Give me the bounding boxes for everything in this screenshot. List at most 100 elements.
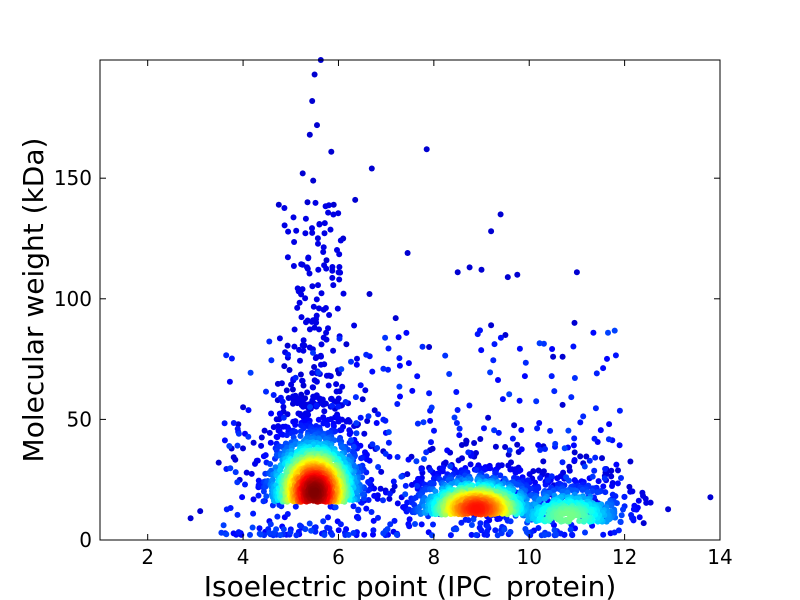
scatter-point — [600, 365, 607, 372]
scatter-point — [354, 355, 360, 362]
scatter-point — [276, 335, 283, 342]
scatter-point — [568, 394, 575, 401]
scatter-point — [268, 357, 275, 364]
scatter-point — [274, 513, 281, 520]
scatter-point — [514, 441, 521, 448]
scatter-point — [494, 532, 501, 539]
scatter-point — [394, 401, 401, 407]
scatter-point — [579, 487, 586, 493]
scatter-point — [368, 509, 375, 515]
data-points — [187, 57, 714, 539]
scatter-point — [313, 354, 320, 361]
scatter-point — [250, 439, 257, 446]
scatter-point — [382, 334, 389, 341]
scatter-point — [554, 475, 561, 482]
scatter-point — [497, 334, 504, 341]
scatter-point — [339, 383, 346, 390]
scatter-point — [336, 264, 343, 270]
scatter-point — [406, 516, 413, 523]
scatter-point — [266, 338, 273, 345]
scatter-point — [314, 235, 321, 242]
scatter-point — [604, 355, 610, 362]
scatter-point — [269, 476, 276, 483]
scatter-point — [593, 370, 600, 377]
scatter-point — [636, 514, 643, 521]
scatter-point — [329, 274, 336, 281]
scatter-point — [321, 532, 328, 538]
scatter-point — [608, 473, 615, 480]
scatter-point — [323, 257, 330, 264]
scatter-point — [516, 345, 523, 352]
scatter-point — [256, 525, 263, 532]
scatter-point — [276, 410, 283, 417]
scatter-point — [507, 529, 514, 536]
scatter-point — [298, 314, 305, 321]
scatter-point — [615, 467, 621, 474]
scatter-point — [404, 250, 411, 256]
scatter-point — [456, 425, 463, 432]
scatter-point — [311, 71, 318, 78]
scatter-point — [576, 518, 583, 524]
scatter-point — [495, 429, 502, 436]
scatter-point — [226, 378, 233, 385]
scatter-point — [290, 214, 297, 221]
scatter-point — [418, 466, 425, 473]
scatter-point — [643, 499, 650, 506]
scatter-point — [350, 503, 357, 510]
scatter-point — [234, 442, 241, 449]
plot-frame — [99, 59, 721, 541]
scatter-point — [308, 527, 315, 534]
scatter-point — [373, 420, 380, 426]
scatter-point — [262, 452, 269, 459]
scatter-point — [391, 517, 398, 524]
scatter-point — [516, 397, 523, 404]
scatter-point — [333, 381, 340, 388]
scatter-point — [227, 465, 234, 472]
scatter-point — [548, 373, 555, 380]
scatter-point — [309, 384, 316, 391]
y-tick-label: 100 — [54, 287, 92, 311]
scatter-point — [267, 461, 274, 467]
scatter-point — [497, 211, 504, 218]
scatter-point — [466, 264, 473, 271]
scatter-point — [504, 274, 511, 281]
scatter-point — [368, 165, 375, 172]
scatter-point — [409, 387, 416, 394]
scatter-point — [521, 373, 528, 380]
scatter-point — [315, 282, 321, 289]
scatter-point — [600, 531, 607, 538]
scatter-point — [618, 512, 625, 519]
scatter-point — [536, 420, 543, 426]
scatter-point — [549, 346, 556, 352]
scatter-point — [293, 532, 300, 539]
scatter-point — [218, 529, 225, 536]
scatter-point — [620, 506, 626, 513]
scatter-point — [306, 520, 313, 527]
scatter-point — [380, 497, 386, 504]
scatter-point — [242, 481, 248, 488]
scatter-point — [338, 444, 345, 451]
scatter-point — [299, 261, 306, 268]
scatter-point — [453, 420, 460, 426]
scatter-point — [365, 413, 372, 420]
scatter-point — [284, 254, 291, 261]
scatter-point — [455, 457, 462, 464]
scatter-point — [565, 427, 572, 434]
scatter-point — [522, 359, 529, 366]
scatter-point — [431, 427, 437, 434]
scatter-point — [232, 456, 239, 463]
scatter-point — [476, 524, 483, 531]
scatter-point — [285, 351, 291, 358]
x-tick-label: 8 — [427, 545, 440, 569]
scatter-point — [316, 326, 322, 333]
scatter-point — [221, 437, 228, 444]
scatter-point — [321, 361, 328, 368]
scatter-point — [300, 337, 307, 344]
scatter-point — [550, 353, 557, 360]
scatter-point — [371, 492, 378, 499]
scatter-point — [527, 485, 534, 492]
axis-ticks: 2 4 6 8 10 12 14 0 50 100 150 — [54, 60, 733, 569]
scatter-point — [487, 465, 494, 472]
scatter-point — [310, 177, 317, 184]
scatter-point — [541, 532, 548, 538]
